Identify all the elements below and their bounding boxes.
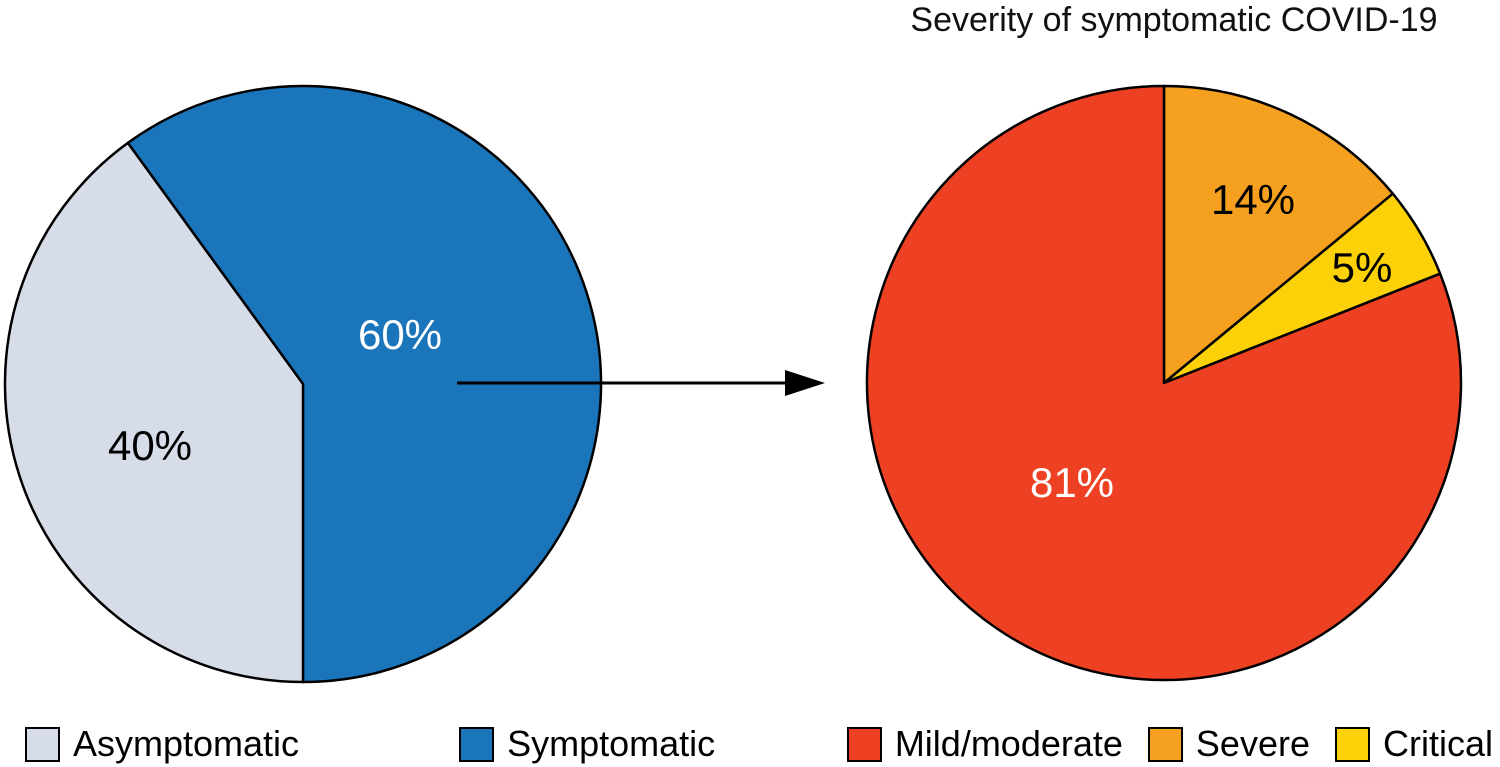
- pie-slice-severe: [1162, 84, 1395, 385]
- critical-swatch: [1334, 726, 1370, 762]
- legend-label-symptomatic: Symptomatic: [507, 723, 716, 764]
- slice-label-mild-moderate: 81%: [1029, 459, 1115, 506]
- pie-slice-mild-moderate: [865, 84, 1463, 682]
- legend-item-severe: Severe: [1147, 723, 1310, 764]
- legend-item-symptomatic: Symptomatic: [459, 726, 715, 762]
- legend-item-critical: Critical: [1334, 723, 1493, 764]
- slice-label-asymptomatic: 40%: [107, 422, 193, 469]
- legend-label-critical: Critical: [1382, 723, 1493, 764]
- slice-label-symptomatic: 60%: [357, 311, 443, 358]
- legend-right: Mild/moderate Severe Critical: [846, 721, 1493, 767]
- pie-slice-asymptomatic: [3, 141, 305, 684]
- asymptomatic-swatch: [25, 726, 60, 762]
- severe-swatch: [1147, 726, 1183, 762]
- symptomatic-swatch: [459, 726, 495, 762]
- legend-label-severe: Severe: [1195, 723, 1310, 764]
- legend-left: Asymptomatic Symptomatic: [25, 721, 715, 767]
- chart-title: Severity of symptomatic COVID-19: [910, 1, 1438, 39]
- legend-item-mild-moderate: Mild/moderate: [846, 723, 1123, 764]
- arrow-head-icon: [785, 370, 825, 396]
- pie-slice-symptomatic: [126, 84, 603, 684]
- legend-label-mild-moderate: Mild/moderate: [894, 723, 1123, 764]
- mild-moderate-swatch: [846, 726, 882, 762]
- legend-item-asymptomatic: Asymptomatic: [25, 726, 299, 762]
- legend-label-asymptomatic: Asymptomatic: [73, 723, 300, 764]
- slice-label-critical: 5%: [1331, 244, 1393, 291]
- slice-label-severe: 14%: [1210, 176, 1296, 223]
